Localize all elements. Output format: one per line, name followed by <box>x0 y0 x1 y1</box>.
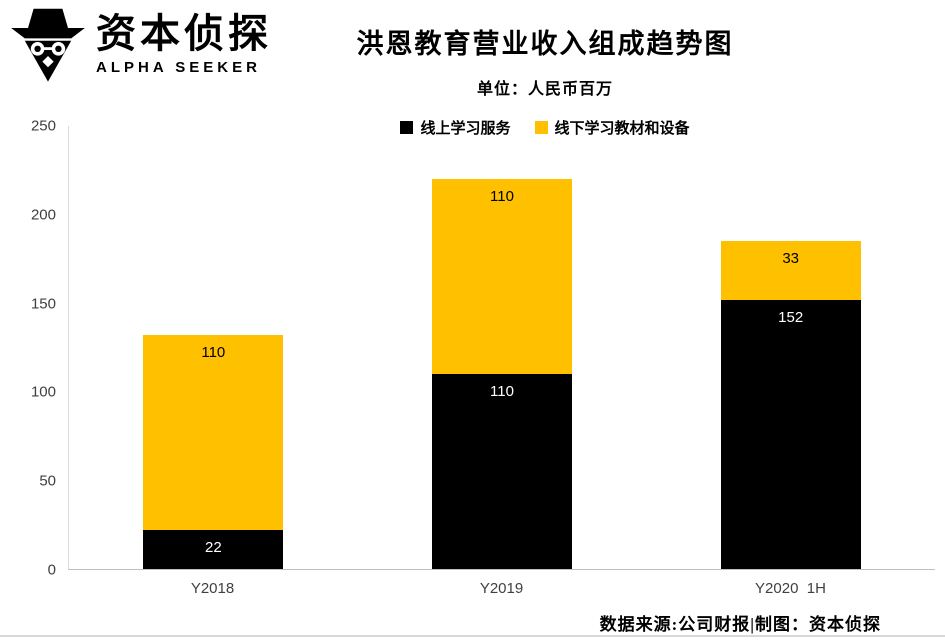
bar-segment: 110 <box>143 335 284 531</box>
legend-label: 线下学习教材和设备 <box>554 120 690 137</box>
title-block: 洪恩教育营业收入组成趋势图 单位：人民币百万 线上学习服务 线下学习教材和设备 <box>145 22 945 138</box>
legend: 线上学习服务 线下学习教材和设备 <box>145 117 945 138</box>
x-tick-label: Y2019 <box>479 580 524 597</box>
y-tick-label: 200 <box>30 206 56 224</box>
bar-stack: 152 33 <box>720 126 861 569</box>
y-tick-label: 250 <box>30 117 56 135</box>
data-label: 152 <box>778 308 804 326</box>
bar-column: 152 33 <box>646 126 935 569</box>
data-label: 110 <box>490 383 514 401</box>
bar-segment: 110 <box>432 374 572 569</box>
bar-stack: 22 110 <box>143 126 284 569</box>
chart-title: 洪恩教育营业收入组成趋势图 <box>356 29 734 59</box>
data-label: 110 <box>490 188 514 206</box>
bar-stack: 110 110 <box>432 126 572 569</box>
source-note: 数据来源:公司财报|制图：资本侦探 <box>599 615 881 634</box>
y-axis: 0 50 100 150 200 250 <box>0 118 62 579</box>
bar-segment: 152 <box>720 299 861 569</box>
bar-column: 22 110 <box>69 126 358 569</box>
bottom-divider <box>0 635 945 637</box>
bar-segment: 22 <box>143 530 284 569</box>
legend-swatch <box>534 121 548 134</box>
x-tick-label: Y2018 <box>190 580 235 597</box>
legend-label: 线上学习服务 <box>420 120 511 137</box>
legend-swatch <box>400 121 414 134</box>
legend-item: 线上学习服务 <box>400 117 511 138</box>
y-tick-label: 150 <box>30 295 56 313</box>
legend-item: 线下学习教材和设备 <box>534 117 690 138</box>
logo: 资本侦探 ALPHA SEEKER <box>8 4 272 84</box>
data-label: 110 <box>201 344 226 362</box>
data-label: 33 <box>782 250 800 268</box>
y-tick-label: 0 <box>47 561 56 579</box>
chart-unit-note: 单位：人民币百万 <box>476 81 613 98</box>
data-label: 22 <box>204 539 222 557</box>
y-tick-label: 100 <box>30 383 56 401</box>
logo-text: 资本侦探 ALPHA SEEKER <box>96 12 272 76</box>
plot-area: 22 110 110 110 152 33 <box>68 126 935 570</box>
detective-icon <box>11 8 85 82</box>
bar-segment: 110 <box>432 179 572 375</box>
x-tick-label: Y2020 1H <box>755 580 826 597</box>
logo-name: 资本侦探 <box>96 12 272 56</box>
y-tick-label: 50 <box>39 472 56 490</box>
bar-segment: 33 <box>720 241 861 300</box>
bar-column: 110 110 <box>358 126 647 569</box>
x-axis: Y2018 Y2019 Y2020 1H <box>68 571 935 597</box>
logo-subtitle: ALPHA SEEKER <box>96 59 261 76</box>
